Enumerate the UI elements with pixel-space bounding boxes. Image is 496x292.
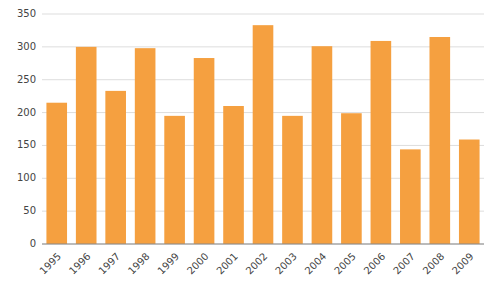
x-tick-label: 2002 bbox=[244, 251, 270, 277]
bar bbox=[105, 91, 126, 244]
bar bbox=[223, 106, 244, 244]
y-tick-label: 0 bbox=[30, 238, 36, 249]
bar bbox=[282, 116, 303, 244]
x-axis: 1995199619971998199920002001200220032004… bbox=[37, 244, 484, 277]
x-tick-label: 2000 bbox=[185, 251, 211, 277]
x-tick-label: 2008 bbox=[421, 251, 447, 277]
x-tick-label: 2006 bbox=[362, 251, 388, 277]
bar bbox=[341, 113, 362, 244]
x-tick-label: 2004 bbox=[303, 251, 329, 277]
x-tick-label: 2003 bbox=[273, 251, 299, 277]
y-grid bbox=[42, 14, 484, 244]
bar bbox=[459, 140, 480, 244]
y-axis: 0 50 100 150 200 250 300 350 bbox=[17, 8, 36, 249]
chart-svg: 0 50 100 150 200 250 300 350 1995199619971998199… bbox=[0, 0, 496, 292]
bar bbox=[312, 46, 333, 244]
bar bbox=[164, 116, 185, 244]
chart-container: 0 50 100 150 200 250 300 350 1995199619971998199… bbox=[0, 0, 496, 292]
y-tick-label: 350 bbox=[17, 8, 36, 19]
x-tick-label: 1995 bbox=[37, 251, 63, 277]
bar bbox=[371, 41, 392, 244]
y-tick-label: 100 bbox=[17, 172, 36, 183]
bar bbox=[429, 37, 450, 244]
bar bbox=[253, 25, 274, 244]
grid-line bbox=[42, 244, 484, 245]
x-tick-label: 2001 bbox=[214, 251, 240, 277]
y-tick-label: 50 bbox=[23, 205, 36, 216]
bar bbox=[76, 47, 97, 244]
x-tick-label: 1999 bbox=[155, 251, 181, 277]
y-tick-label: 300 bbox=[17, 41, 36, 52]
bars bbox=[46, 25, 479, 244]
x-tick-label: 1997 bbox=[96, 251, 122, 277]
x-tick-label: 1998 bbox=[126, 251, 152, 277]
y-tick-label: 200 bbox=[17, 107, 36, 118]
bar bbox=[46, 103, 67, 244]
x-tick-label: 2009 bbox=[450, 251, 476, 277]
x-axis-line bbox=[42, 244, 484, 245]
bar bbox=[400, 149, 421, 244]
x-tick-label: 2005 bbox=[332, 251, 358, 277]
y-tick-label: 250 bbox=[17, 74, 36, 85]
grid-line bbox=[42, 14, 484, 15]
bar bbox=[194, 58, 215, 244]
y-tick-label: 150 bbox=[17, 139, 36, 150]
x-tick-label: 2007 bbox=[391, 251, 417, 277]
x-tick-label: 1996 bbox=[67, 251, 93, 277]
bar bbox=[135, 48, 156, 244]
